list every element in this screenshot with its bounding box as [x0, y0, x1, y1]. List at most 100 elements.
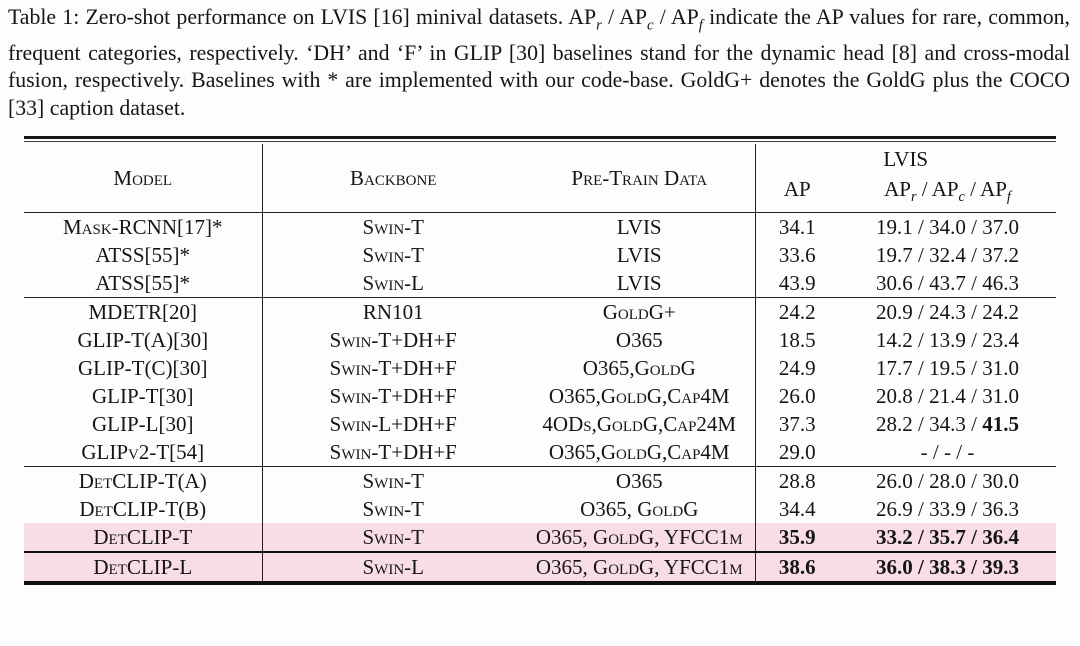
- pretrain-cell: O365: [615, 328, 663, 353]
- caption-text-3: / AP: [653, 5, 699, 29]
- ap-rcf-cell: - / - / -: [920, 440, 975, 465]
- ap-rcf-cell: 30.6 / 43.7 / 46.3: [876, 271, 1019, 296]
- backbone-cell: RN101: [262, 297, 524, 327]
- table-row: GLIP-T(A)[30] Swin-T+DH+F O365 18.5 14.2…: [24, 326, 1056, 355]
- ap-rcf-cell: 20.9 / 24.3 / 24.2: [839, 297, 1056, 327]
- header-pretrain: Pre-Train Data: [571, 166, 708, 191]
- backbone-cell: Swin-L: [362, 271, 425, 296]
- model-cell: DetCLIP-T(A): [24, 466, 263, 496]
- pretrain-cell: O365, GoldG, YFCC1m: [524, 551, 755, 582]
- ap-rcf-cell: 17.7 / 19.5 / 31.0: [876, 356, 1019, 381]
- pretrain-cell: LVIS: [616, 271, 662, 296]
- model-cell: GLIP-L[30]: [24, 410, 263, 439]
- ap-cell: 37.3: [754, 410, 839, 439]
- model-cell: DetCLIP-T(B): [24, 495, 263, 524]
- ap-rcf-normal: 28.2 / 34.3 /: [876, 412, 983, 437]
- caption-text-1: Table 1: Zero-shot performance on LVIS […: [8, 5, 597, 29]
- model-cell: GLIP-T[30]: [24, 382, 263, 411]
- pretrain-cell: O365,GoldG,Cap4M: [548, 440, 730, 465]
- table-header: Model Backbone Pre-Train Data LVIS AP AP…: [24, 143, 1056, 213]
- ap-cell: 35.9: [754, 523, 839, 553]
- ap-rcf-cell: 14.2 / 13.9 / 23.4: [876, 328, 1019, 353]
- table-row: ATSS[55]* Swin-T LVIS 33.6 19.7 / 32.4 /…: [24, 241, 1056, 270]
- pretrain-cell: O365, GoldG, YFCC1m: [524, 523, 755, 553]
- header-ap-rcf-text: / AP: [916, 176, 959, 201]
- header-ap-rcf-text: / AP: [964, 176, 1007, 201]
- table-row-highlighted: DetCLIP-T Swin-T O365, GoldG, YFCC1m 35.…: [24, 523, 1056, 553]
- pretrain-cell: 4ODs,GoldG,Cap24M: [542, 412, 737, 437]
- model-cell: ATSS[55]*: [24, 241, 263, 270]
- model-cell: GLIP-T(C)[30]: [24, 354, 263, 383]
- ap-rcf-cell: 19.7 / 32.4 / 37.2: [876, 243, 1019, 268]
- ap-cell: 34.4: [754, 495, 839, 524]
- backbone-cell: Swin-T: [362, 497, 425, 522]
- table-row: DetCLIP-T(A) Swin-T O365 28.8 26.0 / 28.…: [24, 466, 1056, 496]
- model-cell: ATSS[55]*: [24, 269, 263, 298]
- backbone-cell: Swin-T: [362, 215, 425, 240]
- table-row: ATSS[55]* Swin-L LVIS 43.9 30.6 / 43.7 /…: [24, 269, 1056, 298]
- pretrain-cell: O365,GoldG,Cap4M: [548, 384, 730, 409]
- table-row: GLIP-L[30] Swin-L+DH+F 4ODs,GoldG,Cap24M…: [24, 410, 1056, 439]
- backbone-cell: Swin-T: [262, 523, 524, 553]
- header-sub-r: r: [910, 189, 917, 206]
- ap-rcf-cell: 20.8 / 21.4 / 31.0: [876, 384, 1019, 409]
- table-row: Mask-RCNN[17]* Swin-T LVIS 34.1 19.1 / 3…: [24, 212, 1056, 242]
- model-cell: Mask-RCNN[17]*: [24, 212, 263, 242]
- backbone-cell: Swin-T+DH+F: [329, 356, 457, 381]
- caption-sub-r: r: [596, 17, 602, 34]
- ap-cell: 38.6: [754, 551, 839, 582]
- ap-rcf-cell: 26.9 / 33.9 / 36.3: [876, 497, 1019, 522]
- table-row: GLIP-T(C)[30] Swin-T+DH+F O365,GoldG 24.…: [24, 354, 1056, 383]
- ap-rcf-best: 41.5: [982, 412, 1019, 437]
- ap-rcf-cell: 19.1 / 34.0 / 37.0: [876, 215, 1019, 240]
- ap-cell: 29.0: [754, 438, 839, 467]
- table-row: GLIP-T[30] Swin-T+DH+F O365,GoldG,Cap4M …: [24, 382, 1056, 411]
- ap-rcf-cell: 33.2 / 35.7 / 36.4: [839, 523, 1056, 553]
- model-cell: MDETR[20]: [24, 297, 263, 327]
- backbone-cell: Swin-T: [362, 243, 425, 268]
- results-table: Model Backbone Pre-Train Data LVIS AP AP…: [24, 143, 1056, 582]
- table-bottom-rule: [24, 581, 1056, 585]
- header-backbone: Backbone: [349, 166, 437, 191]
- table-top-rule: [24, 135, 1056, 142]
- ap-cell: 33.6: [754, 241, 839, 270]
- header-sub-f: f: [1006, 189, 1011, 206]
- results-table-container: Model Backbone Pre-Train Data LVIS AP AP…: [24, 135, 1056, 585]
- caption-sub-c: c: [647, 17, 654, 34]
- caption-sub-f: f: [698, 17, 703, 34]
- header-sub-c: c: [958, 189, 965, 206]
- ap-cell: 28.8: [754, 466, 839, 496]
- model-cell: DetCLIP-L: [24, 551, 263, 582]
- ap-rcf-cell: 26.0 / 28.0 / 30.0: [839, 466, 1056, 496]
- table-row: MDETR[20] RN101 GoldG+ 24.2 20.9 / 24.3 …: [24, 297, 1056, 327]
- caption-text-2: / AP: [601, 5, 648, 29]
- backbone-cell: Swin-T+DH+F: [329, 440, 457, 465]
- pretrain-cell: LVIS: [616, 243, 662, 268]
- model-cell: DetCLIP-T: [24, 523, 263, 553]
- backbone-cell: Swin-L: [262, 551, 524, 582]
- header-lvis-group: LVIS: [754, 143, 1056, 174]
- ap-rcf-cell: 28.2 / 34.3 / 41.5: [839, 410, 1056, 438]
- model-cell: GLIPv2-T[54]: [24, 438, 263, 467]
- backbone-cell: Swin-T+DH+F: [329, 384, 457, 409]
- backbone-cell: Swin-T+DH+F: [329, 328, 457, 353]
- backbone-cell: Swin-L+DH+F: [329, 412, 457, 437]
- table-row: GLIPv2-T[54] Swin-T+DH+F O365,GoldG,Cap4…: [24, 438, 1056, 467]
- table-row-highlighted: DetCLIP-L Swin-L O365, GoldG, YFCC1m 38.…: [24, 551, 1056, 582]
- pretrain-cell: GoldG+: [524, 297, 755, 327]
- header-ap: AP: [754, 173, 839, 213]
- header-ap-rcf: APr / APc / APf: [839, 174, 1056, 213]
- pretrain-cell: LVIS: [616, 215, 662, 240]
- table-caption: Table 1: Zero-shot performance on LVIS […: [8, 4, 1070, 122]
- pretrain-cell: O365,GoldG: [582, 356, 696, 381]
- header-model: Model: [24, 143, 263, 213]
- pretrain-cell: O365: [524, 466, 755, 496]
- ap-cell: 18.5: [754, 326, 839, 355]
- ap-cell: 26.0: [754, 382, 839, 411]
- caption-text-4: indicate the AP values for rare, common,…: [8, 5, 1070, 120]
- table-row: DetCLIP-T(B) Swin-T O365, GoldG 34.4 26.…: [24, 495, 1056, 524]
- ap-cell: 24.9: [754, 354, 839, 383]
- backbone-cell: Swin-T: [262, 466, 524, 496]
- ap-cell: 24.2: [754, 297, 839, 327]
- ap-cell: 43.9: [754, 269, 839, 298]
